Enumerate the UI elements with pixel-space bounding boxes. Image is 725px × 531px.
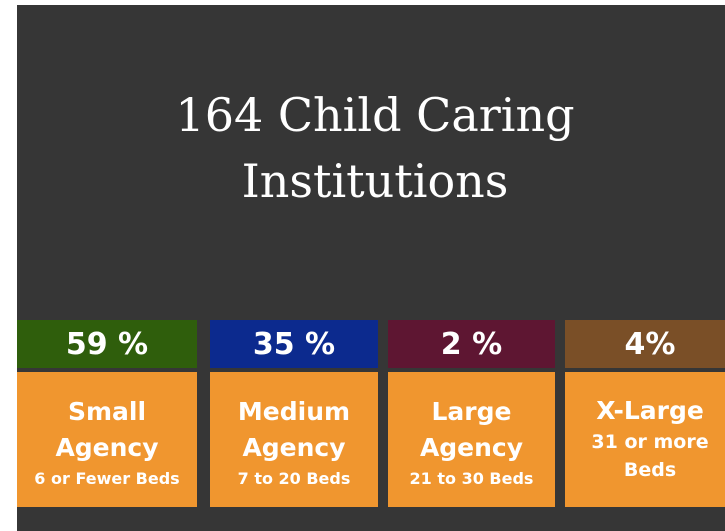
detail-line: 21 to 30 Beds [409,469,534,488]
title-line: Institutions [241,154,509,208]
detail-line: 6 or Fewer Beds [34,469,180,488]
card-box: Medium Agency 7 to 20 Beds [210,372,378,507]
name-line: X-Large [596,396,704,425]
percent: 59 % [17,320,197,368]
name-line: Small [67,397,147,426]
card-detail: 21 to 30 Beds [388,466,555,492]
card-box: Small Agency 6 or Fewer Beds [17,372,197,507]
card-box: X-Large 31 or more Beds [565,372,725,507]
card: 35 % Medium Agency 7 to 20 Beds [210,320,378,507]
card-name: Small Agency [17,372,197,466]
card: 59 % Small Agency 6 or Fewer Beds [17,320,197,507]
card-detail: 6 or Fewer Beds [17,466,197,492]
name-line: Agency [242,433,346,462]
title: 164 Child Caring Institutions [17,82,725,214]
card-name: Medium Agency [210,372,378,466]
name-line: Large [431,397,512,426]
title-line: 164 Child Caring [175,88,575,142]
card-box: Large Agency 21 to 30 Beds [388,372,555,507]
card: 2 % Large Agency 21 to 30 Beds [388,320,555,507]
name-line: Agency [55,433,159,462]
detail-line: Beds [623,459,677,481]
detail-line: 31 or more [591,431,709,453]
percent: 2 % [388,320,555,368]
card-detail: 7 to 20 Beds [210,466,378,492]
detail-line: 7 to 20 Beds [237,469,351,488]
card-name: X-Large [565,372,725,428]
card-name: Large Agency [388,372,555,466]
name-line: Medium [237,397,351,426]
name-line: Agency [419,433,524,462]
percent: 35 % [210,320,378,368]
card: 4% X-Large 31 or more Beds [565,320,725,507]
percent: 4% [565,320,725,368]
card-detail: 31 or more Beds [565,428,725,484]
